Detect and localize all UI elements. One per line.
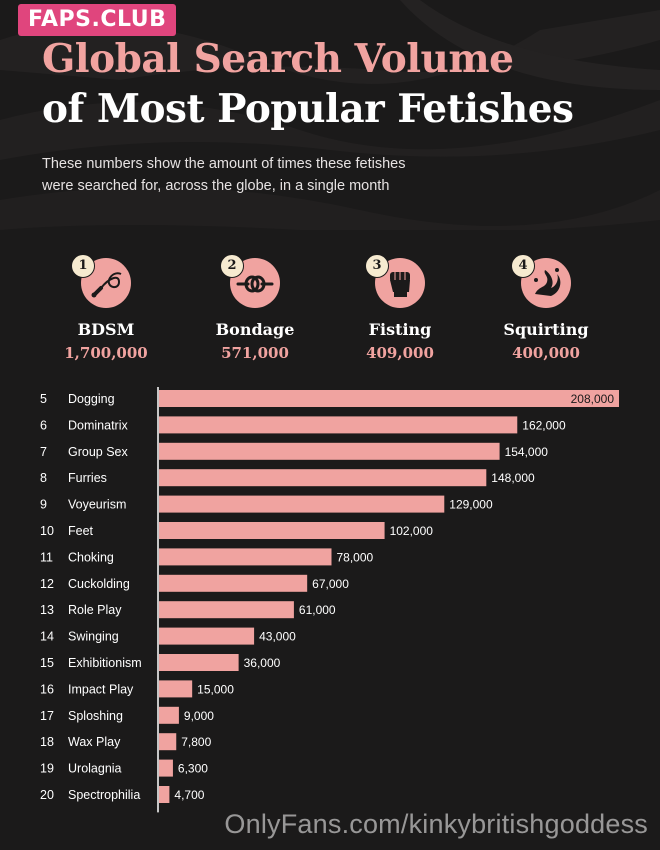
bar-value-label: 15,000 bbox=[197, 682, 234, 696]
bar-category-label: Choking bbox=[68, 550, 114, 564]
title-line-2: of Most Popular Fetishes bbox=[42, 86, 574, 132]
bar-rank: 18 bbox=[40, 735, 54, 749]
bar-rank: 15 bbox=[40, 656, 54, 670]
bar-rank: 19 bbox=[40, 762, 54, 776]
rank-badge: 4 bbox=[511, 254, 535, 278]
bar-rank: 8 bbox=[40, 471, 47, 485]
top-item-bdsm: 1 BDSM 1,700,000 bbox=[46, 254, 166, 363]
top-item-squirting: 4 Squirting 400,000 bbox=[486, 254, 606, 363]
bar-value-label: 7,800 bbox=[181, 735, 211, 749]
bar-category-label: Impact Play bbox=[68, 682, 134, 696]
bar-value-label: 61,000 bbox=[299, 603, 336, 617]
bar-value-label: 129,000 bbox=[449, 498, 493, 512]
bar bbox=[159, 469, 487, 487]
top-item-fisting: 3 Fisting 409,000 bbox=[340, 254, 460, 363]
bar bbox=[159, 548, 332, 566]
bar-rank: 5 bbox=[40, 392, 47, 406]
top-item-value: 1,700,000 bbox=[64, 344, 148, 362]
top-item-value: 571,000 bbox=[221, 344, 289, 362]
bar-chart: 5 Dogging 208,000 6 Dominatrix 162,000 7 Group … bbox=[40, 387, 619, 813]
bar bbox=[159, 442, 500, 460]
bar-rank: 11 bbox=[40, 550, 53, 564]
bar-rank: 9 bbox=[40, 498, 47, 512]
bar-rank: 10 bbox=[40, 524, 54, 538]
bar-category-label: Furries bbox=[68, 471, 107, 485]
bar-value-label: 154,000 bbox=[505, 445, 549, 459]
bar bbox=[159, 495, 445, 513]
bar-rank: 13 bbox=[40, 603, 54, 617]
top-item-circle: 1 bbox=[71, 254, 131, 308]
bar-rank: 12 bbox=[40, 577, 54, 591]
top-item-circle: 4 bbox=[511, 254, 571, 308]
rope-knot-icon bbox=[236, 275, 274, 293]
bar-value-label: 36,000 bbox=[244, 656, 281, 670]
top-item-circle: 3 bbox=[365, 254, 425, 308]
bar-value-label: 6,300 bbox=[178, 762, 208, 776]
title-line-1: Global Search Volume bbox=[42, 36, 514, 82]
top-item-circle: 2 bbox=[220, 254, 280, 308]
bar-category-label: Swinging bbox=[68, 630, 119, 644]
rank-badge: 3 bbox=[365, 254, 389, 278]
subtitle-line-1: These numbers show the amount of times t… bbox=[42, 156, 406, 172]
top-item-name: BDSM bbox=[77, 320, 135, 339]
bar-category-label: Dominatrix bbox=[68, 418, 128, 432]
bar-rank: 7 bbox=[40, 445, 47, 459]
bar-value-label: 208,000 bbox=[571, 392, 615, 406]
page-title: Global Search Volume of Most Popular Fet… bbox=[42, 34, 574, 134]
splash-icon bbox=[534, 268, 561, 296]
bar-category-label: Group Sex bbox=[68, 445, 129, 459]
bar bbox=[159, 416, 518, 434]
bar bbox=[159, 733, 177, 751]
bar-value-label: 67,000 bbox=[312, 577, 349, 591]
bar-category-label: Cuckolding bbox=[68, 577, 130, 591]
bar bbox=[159, 627, 255, 645]
top-item-name: Squirting bbox=[503, 320, 589, 339]
bar-rank: 14 bbox=[40, 630, 54, 644]
top-item-value: 400,000 bbox=[512, 344, 580, 362]
bar-value-label: 78,000 bbox=[337, 550, 374, 564]
bar-category-label: Role Play bbox=[68, 603, 122, 617]
whip-icon bbox=[91, 272, 122, 298]
brand-badge: FAPS.CLUB bbox=[18, 4, 177, 36]
bar-value-label: 162,000 bbox=[522, 418, 566, 432]
fist-icon bbox=[390, 272, 410, 297]
top-item-name: Bondage bbox=[215, 320, 295, 339]
bar-rank: 17 bbox=[40, 709, 54, 723]
bar-category-label: Sploshing bbox=[68, 709, 123, 723]
bar-category-label: Voyeurism bbox=[68, 498, 126, 512]
bar-value-label: 148,000 bbox=[491, 471, 535, 485]
top-item-bondage: 2 Bondage 571,000 bbox=[195, 254, 315, 363]
rank-badge: 1 bbox=[71, 254, 95, 278]
bar bbox=[159, 601, 294, 619]
bar bbox=[159, 390, 619, 407]
bar bbox=[159, 574, 308, 592]
bar-value-label: 4,700 bbox=[174, 788, 204, 802]
bar-category-label: Urolagnia bbox=[68, 762, 122, 776]
bar-value-label: 102,000 bbox=[390, 524, 434, 538]
bar-rank: 6 bbox=[40, 418, 47, 432]
bar bbox=[159, 654, 239, 671]
bar-category-label: Feet bbox=[68, 524, 94, 538]
bar bbox=[159, 759, 173, 777]
bar bbox=[159, 522, 385, 539]
bar-category-label: Spectrophilia bbox=[68, 788, 140, 802]
bar-category-label: Dogging bbox=[68, 392, 115, 406]
rank-badge: 2 bbox=[220, 254, 244, 278]
bar bbox=[159, 706, 179, 724]
bar-rank: 20 bbox=[40, 788, 54, 802]
bar-value-label: 9,000 bbox=[184, 709, 214, 723]
subtitle-line-2: were searched for, across the globe, in … bbox=[42, 178, 390, 194]
top-item-value: 409,000 bbox=[366, 344, 434, 362]
bar-rank: 16 bbox=[40, 682, 54, 696]
bar-category-label: Wax Play bbox=[68, 735, 121, 749]
subtitle: These numbers show the amount of times t… bbox=[42, 153, 462, 197]
bar-value-label: 43,000 bbox=[259, 630, 296, 644]
bar bbox=[159, 786, 170, 803]
top-item-name: Fisting bbox=[368, 320, 432, 339]
bar bbox=[159, 680, 193, 698]
bar-category-label: Exhibitionism bbox=[68, 656, 142, 670]
watermark: OnlyFans.com/kinkybritishgoddess bbox=[224, 809, 648, 839]
